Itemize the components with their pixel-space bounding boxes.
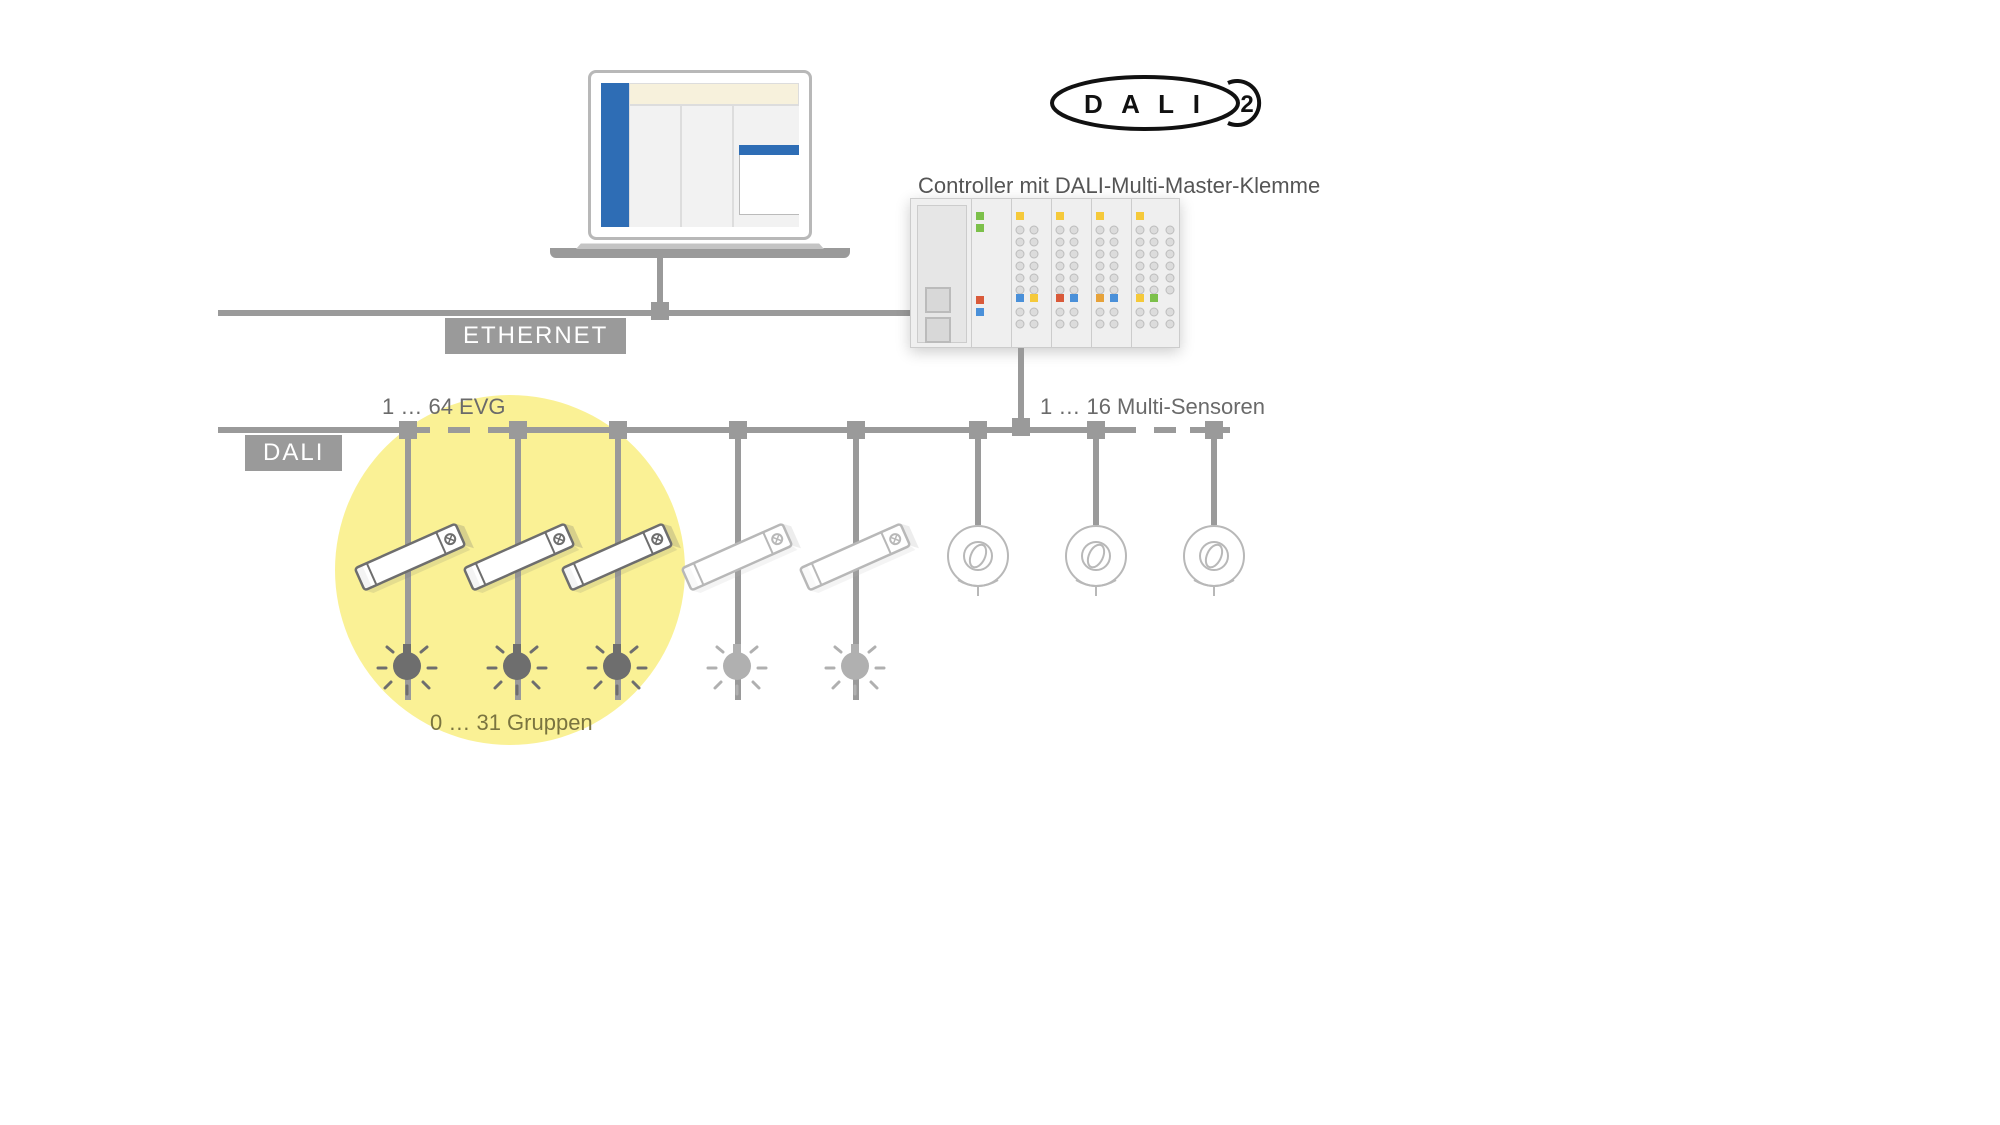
dali-node <box>609 421 627 439</box>
sensor-2 <box>1060 520 1132 600</box>
bulb-3 <box>586 640 648 702</box>
dali-2-logo: D A L I 2 <box>1050 75 1270 131</box>
bulb-5 <box>824 640 886 702</box>
dali-bus-dash2 <box>1114 427 1190 433</box>
dali-node <box>969 421 987 439</box>
controller-title: Controller mit DALI-Multi-Master-Klemme <box>918 173 1320 199</box>
sensor-1 <box>942 520 1014 600</box>
groups-range-label: 0 … 31 Gruppen <box>430 710 593 736</box>
sensor-3 <box>1178 520 1250 600</box>
bulb-2 <box>486 640 548 702</box>
bulb-4 <box>706 640 768 702</box>
dali-logo-suffix: 2 <box>1240 91 1253 118</box>
sensor-drop-1 <box>975 427 981 525</box>
sensor-drop-2 <box>1093 427 1099 525</box>
dali-node <box>847 421 865 439</box>
evg-range-label: 1 … 64 EVG <box>382 394 506 420</box>
ballast-4 <box>672 520 802 594</box>
dali-node <box>399 421 417 439</box>
ballast-5 <box>790 520 920 594</box>
sensors-range-label: 1 … 16 Multi-Sensoren <box>1040 394 1265 420</box>
dali-bus-seg1 <box>218 427 408 433</box>
dali-node <box>509 421 527 439</box>
dali-node <box>1205 421 1223 439</box>
laptop-node <box>651 302 669 320</box>
sensor-drop-3 <box>1211 427 1217 525</box>
dali-node <box>729 421 747 439</box>
dali-node <box>1087 421 1105 439</box>
ballast-3 <box>552 520 682 594</box>
dali-bus-seg2 <box>490 427 1114 433</box>
dali-bus-dash1 <box>408 427 490 433</box>
bulb-1 <box>376 640 438 702</box>
dali-logo-text: D A L I <box>1084 89 1206 119</box>
controller-leds <box>910 198 1180 348</box>
ethernet-bus-label: ETHERNET <box>445 318 626 354</box>
dali-bus-label: DALI <box>245 435 342 471</box>
ethernet-bus-line <box>218 310 910 316</box>
